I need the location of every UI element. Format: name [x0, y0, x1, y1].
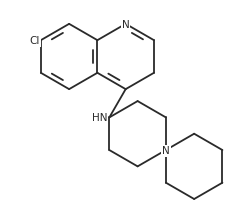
Text: Cl: Cl — [29, 36, 40, 46]
Text: N: N — [161, 146, 169, 156]
Text: HN: HN — [91, 113, 107, 123]
Text: N: N — [121, 20, 129, 30]
Text: HN: HN — [91, 113, 107, 123]
Text: HN: HN — [91, 113, 107, 123]
